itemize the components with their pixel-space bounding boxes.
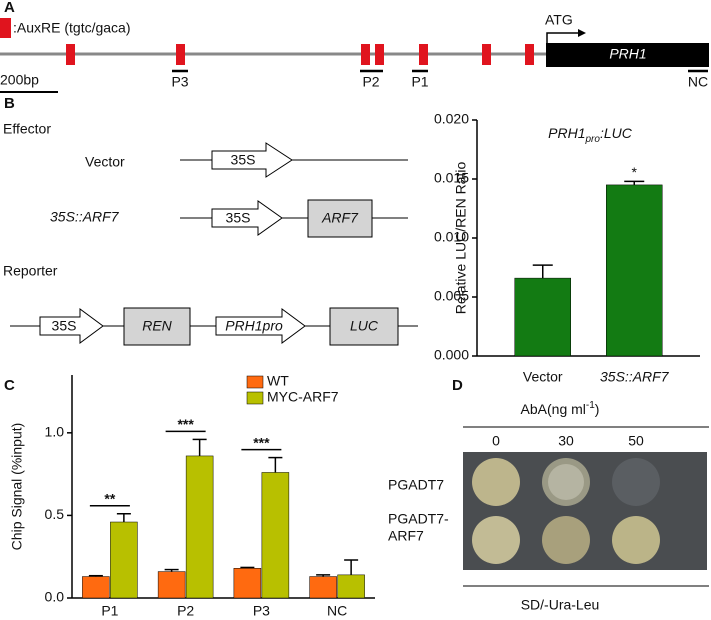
gene-label: LUC [350,318,379,334]
gene-box [307,199,373,238]
scale-label: 200bp [0,72,39,88]
error-bar [316,574,331,577]
x-tick-label: P2 [177,603,194,619]
error-bar [268,456,283,473]
bar [261,472,290,599]
error-bar [344,559,359,575]
panel-label: A [4,0,15,16]
promoter-arrow [211,200,283,236]
primer-label: P1 [411,74,428,90]
auxre-legend-box [0,18,11,38]
error-bar [532,264,553,279]
bar [110,521,138,599]
atg-label: ATG [545,12,573,28]
significance: *** [177,416,194,432]
chart-title: PRH1pro:LUC [548,125,633,145]
tss-arrow [546,32,578,43]
bar [233,568,262,599]
gene-box [123,307,191,346]
panel-label: B [4,95,15,112]
x-tick-label: Vector [523,369,563,385]
colonies [472,458,660,564]
promoter-label: 35S [52,318,77,334]
construct-label: Vector [85,154,125,170]
error-bar [192,438,207,456]
bar [185,455,214,599]
title-part: PRH1 [548,125,585,141]
auxre-sites [66,44,534,65]
auxre-legend: :AuxRE (tgtc/gaca) [13,20,131,36]
gene-label: PRH1 [609,46,646,62]
primer-label: P3 [171,74,188,90]
panel-label: D [452,377,463,394]
y-tick-label: 0.020 [434,111,469,127]
y-tick-label: 0.005 [434,288,469,304]
row-label: PGADT7 [388,477,444,493]
error-bar [164,568,179,572]
bar [309,576,337,599]
dose-label: 0 [492,433,500,449]
y-tick-label: 0.5 [45,506,65,522]
y-tick-label: 0.0 [45,589,65,605]
dose-label: 50 [628,433,644,449]
y-tick-label: 0.010 [434,229,469,245]
bar [157,571,186,599]
promoter-label: 35S [231,152,256,168]
error-bar [116,513,131,523]
y-tick-label: 0.000 [434,347,469,363]
y-axis-label: Relative LUC/REN Ratio [453,162,469,315]
legend-swatch [246,375,264,389]
x-tick-label: P3 [253,603,270,619]
y-tick-label: 1.0 [45,424,65,440]
bar [82,576,110,599]
bar [337,574,365,599]
title-part: :LUC [600,125,633,141]
promoter-label: 35S [226,210,251,226]
x-tick-label: NC [327,603,347,619]
significance: ** [104,490,115,506]
legend-label: MYC-ARF7 [267,389,339,405]
error-bar [624,180,645,185]
primer-label: P2 [362,74,379,90]
y-tick-label: 0.015 [434,170,469,186]
bar [606,184,663,357]
gene-label: ARF7 [321,210,359,226]
section-label: Reporter [3,263,58,279]
promoter-label: PRH1pro [225,318,283,334]
legend-label: WT [267,373,289,389]
construct-label: 35S::ARF7 [50,209,120,225]
significance: *** [253,434,270,450]
title-part: pro [585,134,601,145]
promoter-arrow [215,308,306,344]
panel-label: C [4,377,15,394]
bar [514,277,571,357]
row-label: PGADT7- [388,511,449,527]
significance: * [632,164,638,180]
row-label: ARF7 [388,528,424,544]
x-tick-label: P1 [101,603,118,619]
treatment-label: AbA(ng ml-1) [521,400,600,417]
medium-label: SD/-Ura-Leu [521,597,600,613]
y-axis-label: Chip Signal (%input) [9,423,25,551]
primer-label: NC [688,74,708,90]
promoter-arrow [211,142,293,178]
error-bar [88,574,103,577]
dose-label: 30 [558,433,574,449]
tss-arrowhead [578,29,586,37]
error-bar [240,566,255,569]
x-tick-label: 35S::ARF7 [600,369,670,385]
gene-box [546,43,709,67]
promoter-arrow [39,308,104,344]
gene-box [329,307,399,346]
section-label: Effector [3,121,51,137]
gene-label: REN [142,318,172,334]
legend-swatch [246,391,264,405]
